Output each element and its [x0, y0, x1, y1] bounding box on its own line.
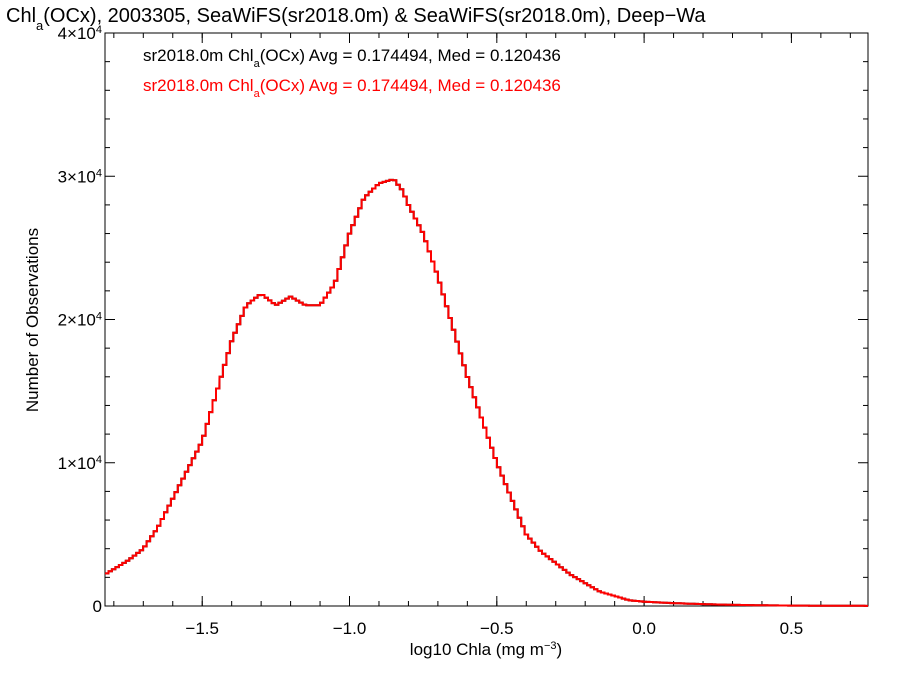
y-tick-label: 1×104 — [58, 454, 102, 473]
legend: sr2018.0m Chla(OCx) Avg = 0.174494, Med … — [143, 46, 561, 100]
title-subscript: a — [36, 18, 44, 33]
x-axis-ticks: −1.5 −1.0 −0.5 0.0 0.5 — [113, 33, 851, 638]
legend-entry-red: sr2018.0m Chla(OCx) Avg = 0.174494, Med … — [143, 76, 561, 100]
y-tick-label: 4×104 — [58, 24, 102, 43]
title-rest: (OCx), 2003305, SeaWiFS(sr2018.0m) & Sea… — [43, 5, 706, 27]
histogram-series-1 — [105, 178, 868, 607]
x-tick-label: 0.5 — [780, 619, 804, 638]
x-axis-label: log10 Chla (mg m−3) — [410, 640, 562, 659]
x-tick-label: −1.0 — [333, 619, 367, 638]
svg-text:Chla(OCx), 2003305, SeaWiFS(sr: Chla(OCx), 2003305, SeaWiFS(sr2018.0m) &… — [6, 5, 706, 33]
title-main: Chl — [6, 5, 36, 27]
y-axis-label: Number of Observations — [23, 228, 42, 412]
series-layer — [105, 178, 868, 607]
y-axis-ticks: 0 1×104 2×104 3×104 4×104 — [58, 24, 868, 616]
y-tick-label: 0 — [93, 597, 102, 616]
plot-area — [104, 32, 869, 607]
y-tick-label: 2×104 — [58, 311, 102, 330]
x-tick-label: −0.5 — [480, 619, 514, 638]
chart-title: Chla(OCx), 2003305, SeaWiFS(sr2018.0m) &… — [6, 5, 706, 33]
y-tick-label: 3×104 — [58, 167, 102, 186]
histogram-series-0 — [105, 178, 868, 607]
x-tick-label: −1.5 — [185, 619, 219, 638]
x-tick-label: 0.0 — [632, 619, 656, 638]
legend-entry-black: sr2018.0m Chla(OCx) Avg = 0.174494, Med … — [143, 46, 561, 70]
